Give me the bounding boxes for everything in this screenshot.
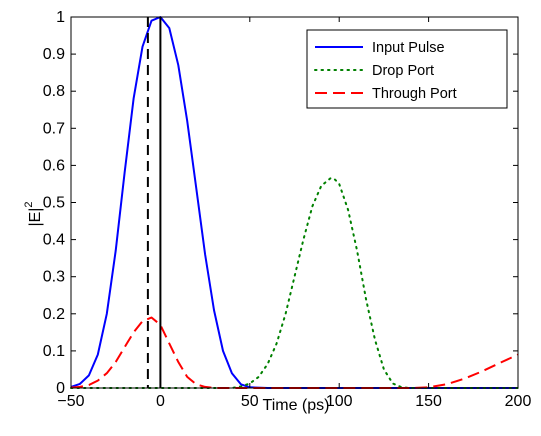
x-tick-label: 100 (326, 393, 353, 410)
y-tick-label: 0.3 (43, 269, 65, 286)
y-tick-label: 0.5 (43, 195, 65, 212)
legend-label-through-port: Through Port (372, 86, 457, 102)
legend: Input Pulse Drop Port Through Port (306, 29, 508, 109)
legend-label-drop-port: Drop Port (372, 63, 434, 79)
y-tick-label: 0 (56, 380, 65, 397)
y-axis-label-main: |E| (27, 208, 44, 227)
x-tick-label: −50 (57, 393, 84, 410)
y-axis-label: |E|2 (23, 201, 44, 226)
y-axis-label-sup: 2 (23, 201, 35, 207)
x-tick-label: 50 (241, 393, 259, 410)
x-axis-ticks: −50 0 50 100 150 200 (57, 17, 531, 410)
vertical-lines (146, 17, 162, 388)
svg-text:|E|2: |E|2 (23, 201, 44, 226)
y-tick-label: 0.7 (43, 120, 65, 137)
y-tick-label: 0.4 (43, 232, 65, 249)
legend-label-input-pulse: Input Pulse (372, 40, 445, 56)
y-tick-label: 1 (56, 9, 65, 26)
x-tick-label: 150 (415, 393, 442, 410)
series-line-through-port (70, 316, 519, 389)
y-tick-label: 0.2 (43, 306, 65, 323)
x-tick-label: 0 (156, 393, 165, 410)
y-tick-label: 0.1 (43, 343, 65, 360)
y-tick-label: 0.9 (43, 46, 65, 63)
y-axis-ticks: 0 0.1 0.2 0.3 0.4 0.5 0.6 0.7 0.8 0.9 1 (43, 9, 518, 397)
y-tick-label: 0.8 (43, 83, 65, 100)
x-tick-label: 200 (505, 393, 532, 410)
legend-box (306, 29, 508, 109)
y-tick-label: 0.6 (43, 157, 65, 174)
x-axis-label: Time (ps) (263, 397, 330, 414)
